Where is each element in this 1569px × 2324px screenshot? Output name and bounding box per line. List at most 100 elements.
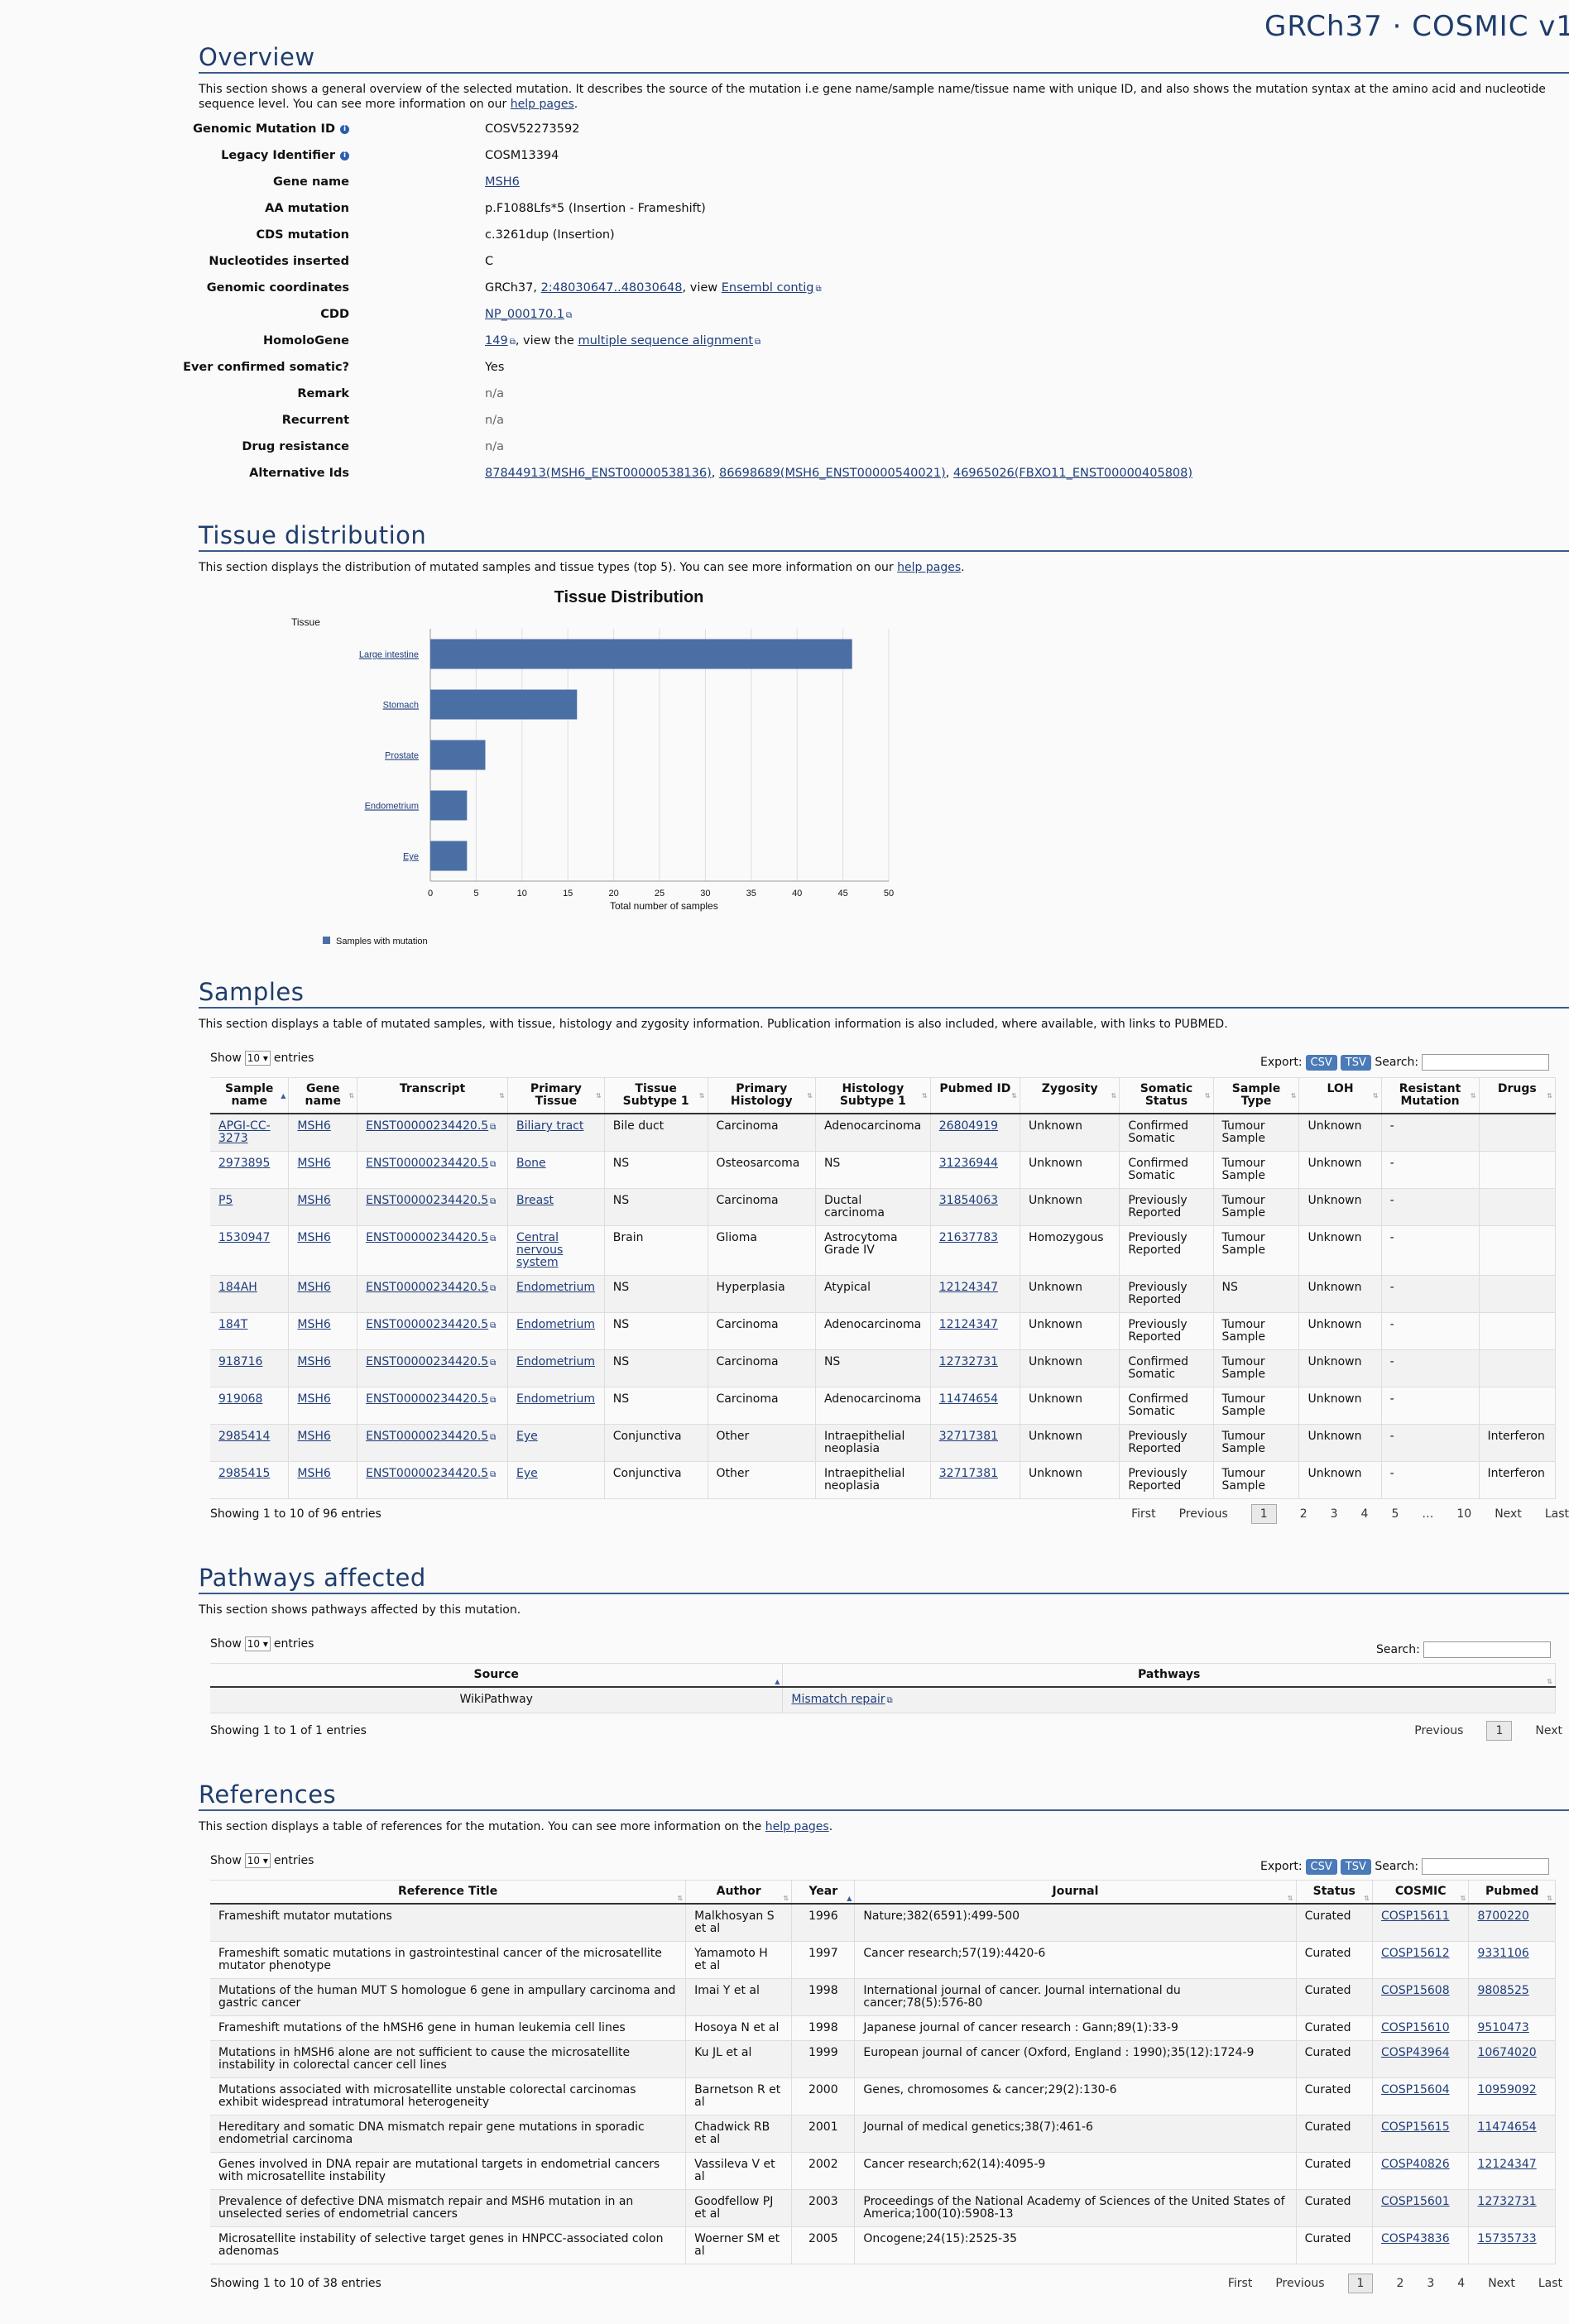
pager-item-last[interactable]: Last bbox=[1538, 2277, 1562, 2290]
samples-csv-button[interactable]: CSV bbox=[1305, 1055, 1337, 1071]
column-header[interactable]: Pathways ⇅ bbox=[782, 1663, 1556, 1688]
overview-help-link[interactable]: help pages bbox=[510, 98, 574, 111]
cell-link[interactable]: ENST00000234420.5 bbox=[366, 1355, 489, 1368]
pager-item-previous[interactable]: Previous bbox=[1414, 1724, 1464, 1737]
pager-item-last[interactable]: Last bbox=[1544, 1507, 1569, 1521]
cell-link[interactable]: Bone bbox=[516, 1157, 546, 1170]
cell-link[interactable]: COSP15601 bbox=[1380, 2195, 1450, 2208]
pager-item-next[interactable]: Next bbox=[1535, 1724, 1562, 1737]
cell-link[interactable]: 9331106 bbox=[1477, 1947, 1529, 1960]
cell-link[interactable]: MSH6 bbox=[297, 1318, 331, 1331]
pager-item-3[interactable]: 3 bbox=[1427, 2277, 1435, 2290]
cell-link[interactable]: COSP43836 bbox=[1380, 2232, 1450, 2245]
cell-link[interactable]: COSP15610 bbox=[1380, 2021, 1450, 2034]
cell-link[interactable]: 31854063 bbox=[938, 1194, 999, 1207]
pager-item-1[interactable]: 1 bbox=[1250, 1504, 1277, 1524]
value-link[interactable]: 46965026(FBXO11_ENST00000405808) bbox=[952, 467, 1193, 480]
cell-link[interactable]: 15735733 bbox=[1477, 2232, 1537, 2245]
cell-link[interactable]: MSH6 bbox=[297, 1231, 331, 1244]
column-header[interactable]: LOH ⇅ bbox=[1298, 1077, 1382, 1114]
cell-link[interactable]: Endometrium bbox=[516, 1392, 596, 1406]
references-length-select[interactable]: 10 ▾ bbox=[244, 1853, 271, 1868]
cell-link[interactable]: 21637783 bbox=[938, 1231, 999, 1244]
column-header[interactable]: Gene name ⇅ bbox=[288, 1077, 358, 1114]
column-header[interactable]: Author ⇅ bbox=[685, 1880, 793, 1905]
cell-link[interactable]: 11474654 bbox=[1477, 2120, 1537, 2134]
cell-link[interactable]: 32717381 bbox=[938, 1467, 999, 1480]
cell-link[interactable]: Endometrium bbox=[516, 1355, 596, 1368]
cell-link[interactable]: ENST00000234420.5 bbox=[366, 1467, 489, 1480]
pager-item-1[interactable]: 1 bbox=[1347, 2274, 1374, 2293]
cell-link[interactable]: MSH6 bbox=[297, 1119, 331, 1133]
column-header[interactable]: Somatic Status ⇅ bbox=[1119, 1077, 1214, 1114]
cell-link[interactable]: 11474654 bbox=[938, 1392, 999, 1406]
cell-link[interactable]: ENST00000234420.5 bbox=[366, 1157, 489, 1170]
value-link[interactable]: NP_000170.1 bbox=[485, 308, 565, 321]
samples-tsv-button[interactable]: TSV bbox=[1340, 1055, 1371, 1071]
cell-link[interactable]: COSP43964 bbox=[1380, 2046, 1450, 2059]
info-icon[interactable]: i bbox=[340, 125, 349, 134]
cell-link[interactable]: 2985415 bbox=[218, 1467, 271, 1480]
column-header[interactable]: Source ▲ bbox=[210, 1663, 784, 1688]
chart-category-label[interactable]: Large intestine bbox=[359, 650, 419, 660]
cell-link[interactable]: 2973895 bbox=[218, 1157, 271, 1170]
value-link[interactable]: multiple sequence alignment bbox=[578, 334, 754, 347]
column-header[interactable]: Journal ⇅ bbox=[854, 1880, 1297, 1905]
cell-link[interactable]: 1530947 bbox=[218, 1231, 271, 1244]
cell-link[interactable]: Breast bbox=[516, 1194, 554, 1207]
value-link[interactable]: Ensembl contig bbox=[721, 281, 814, 295]
pager-item-first[interactable]: First bbox=[1131, 1507, 1156, 1521]
cell-link[interactable]: Eye bbox=[516, 1467, 538, 1480]
cell-link[interactable]: 12732731 bbox=[1477, 2195, 1537, 2208]
pager-item-4[interactable]: 4 bbox=[1457, 2277, 1466, 2290]
cell-link[interactable]: Mismatch repair bbox=[791, 1693, 885, 1706]
cell-link[interactable]: MSH6 bbox=[297, 1392, 331, 1406]
cell-link[interactable]: MSH6 bbox=[297, 1194, 331, 1207]
cell-link[interactable]: Endometrium bbox=[516, 1281, 596, 1294]
chart-category-label[interactable]: Prostate bbox=[385, 751, 419, 761]
column-header[interactable]: Sample name ▲ bbox=[210, 1077, 290, 1114]
cell-link[interactable]: ENST00000234420.5 bbox=[366, 1430, 489, 1443]
cell-link[interactable]: 9808525 bbox=[1477, 1984, 1529, 1997]
column-header[interactable]: Resistant Mutation ⇅ bbox=[1381, 1077, 1480, 1114]
cell-link[interactable]: Endometrium bbox=[516, 1318, 596, 1331]
cell-link[interactable]: 32717381 bbox=[938, 1430, 999, 1443]
references-search-input[interactable] bbox=[1422, 1858, 1550, 1875]
cell-link[interactable]: Eye bbox=[516, 1430, 538, 1443]
cell-link[interactable]: Central nervous system bbox=[516, 1231, 564, 1269]
column-header[interactable]: Zygosity ⇅ bbox=[1020, 1077, 1120, 1114]
cell-link[interactable]: ENST00000234420.5 bbox=[366, 1318, 489, 1331]
pager-item-2[interactable]: 2 bbox=[1396, 2277, 1404, 2290]
cell-link[interactable]: 31236944 bbox=[938, 1157, 999, 1170]
column-header[interactable]: Primary Tissue ⇅ bbox=[507, 1077, 605, 1114]
pager-item-previous[interactable]: Previous bbox=[1275, 2277, 1325, 2290]
cell-link[interactable]: MSH6 bbox=[297, 1467, 331, 1480]
info-icon[interactable]: i bbox=[340, 151, 349, 161]
cell-link[interactable]: ENST00000234420.5 bbox=[366, 1119, 489, 1133]
pager-item-5[interactable]: 5 bbox=[1391, 1507, 1399, 1521]
cell-link[interactable]: Biliary tract bbox=[516, 1119, 584, 1133]
cell-link[interactable]: 2985414 bbox=[218, 1430, 271, 1443]
cell-link[interactable]: 12124347 bbox=[938, 1281, 999, 1294]
value-link[interactable]: 2:48030647..48030648 bbox=[540, 281, 683, 295]
column-header[interactable]: Drugs ⇅ bbox=[1479, 1077, 1557, 1114]
column-header[interactable]: Status ⇅ bbox=[1296, 1880, 1373, 1905]
pager-item-next[interactable]: Next bbox=[1495, 1507, 1522, 1521]
cell-link[interactable]: 26804919 bbox=[938, 1119, 999, 1133]
cell-link[interactable]: 8700220 bbox=[1477, 1910, 1529, 1923]
cell-link[interactable]: COSP15615 bbox=[1380, 2120, 1450, 2134]
value-link[interactable]: 86698689(MSH6_ENST00000540021) bbox=[718, 467, 946, 480]
cell-link[interactable]: COSP40826 bbox=[1380, 2158, 1450, 2171]
cell-link[interactable]: 12732731 bbox=[938, 1355, 999, 1368]
column-header[interactable]: Pubmed ID ⇅ bbox=[930, 1077, 1020, 1114]
cell-link[interactable]: P5 bbox=[218, 1194, 233, 1207]
pager-item-2[interactable]: 2 bbox=[1299, 1507, 1308, 1521]
pathways-search-input[interactable] bbox=[1423, 1641, 1551, 1658]
pathways-length-select[interactable]: 10 ▾ bbox=[244, 1636, 271, 1651]
cell-link[interactable]: 12124347 bbox=[938, 1318, 999, 1331]
cell-link[interactable]: COSP15608 bbox=[1380, 1984, 1450, 1997]
cell-link[interactable]: 919068 bbox=[218, 1392, 263, 1406]
cell-link[interactable]: 184AH bbox=[218, 1281, 257, 1294]
tissue-help-link[interactable]: help pages bbox=[897, 561, 962, 574]
value-link[interactable]: 87844913(MSH6_ENST00000538136) bbox=[485, 467, 712, 480]
